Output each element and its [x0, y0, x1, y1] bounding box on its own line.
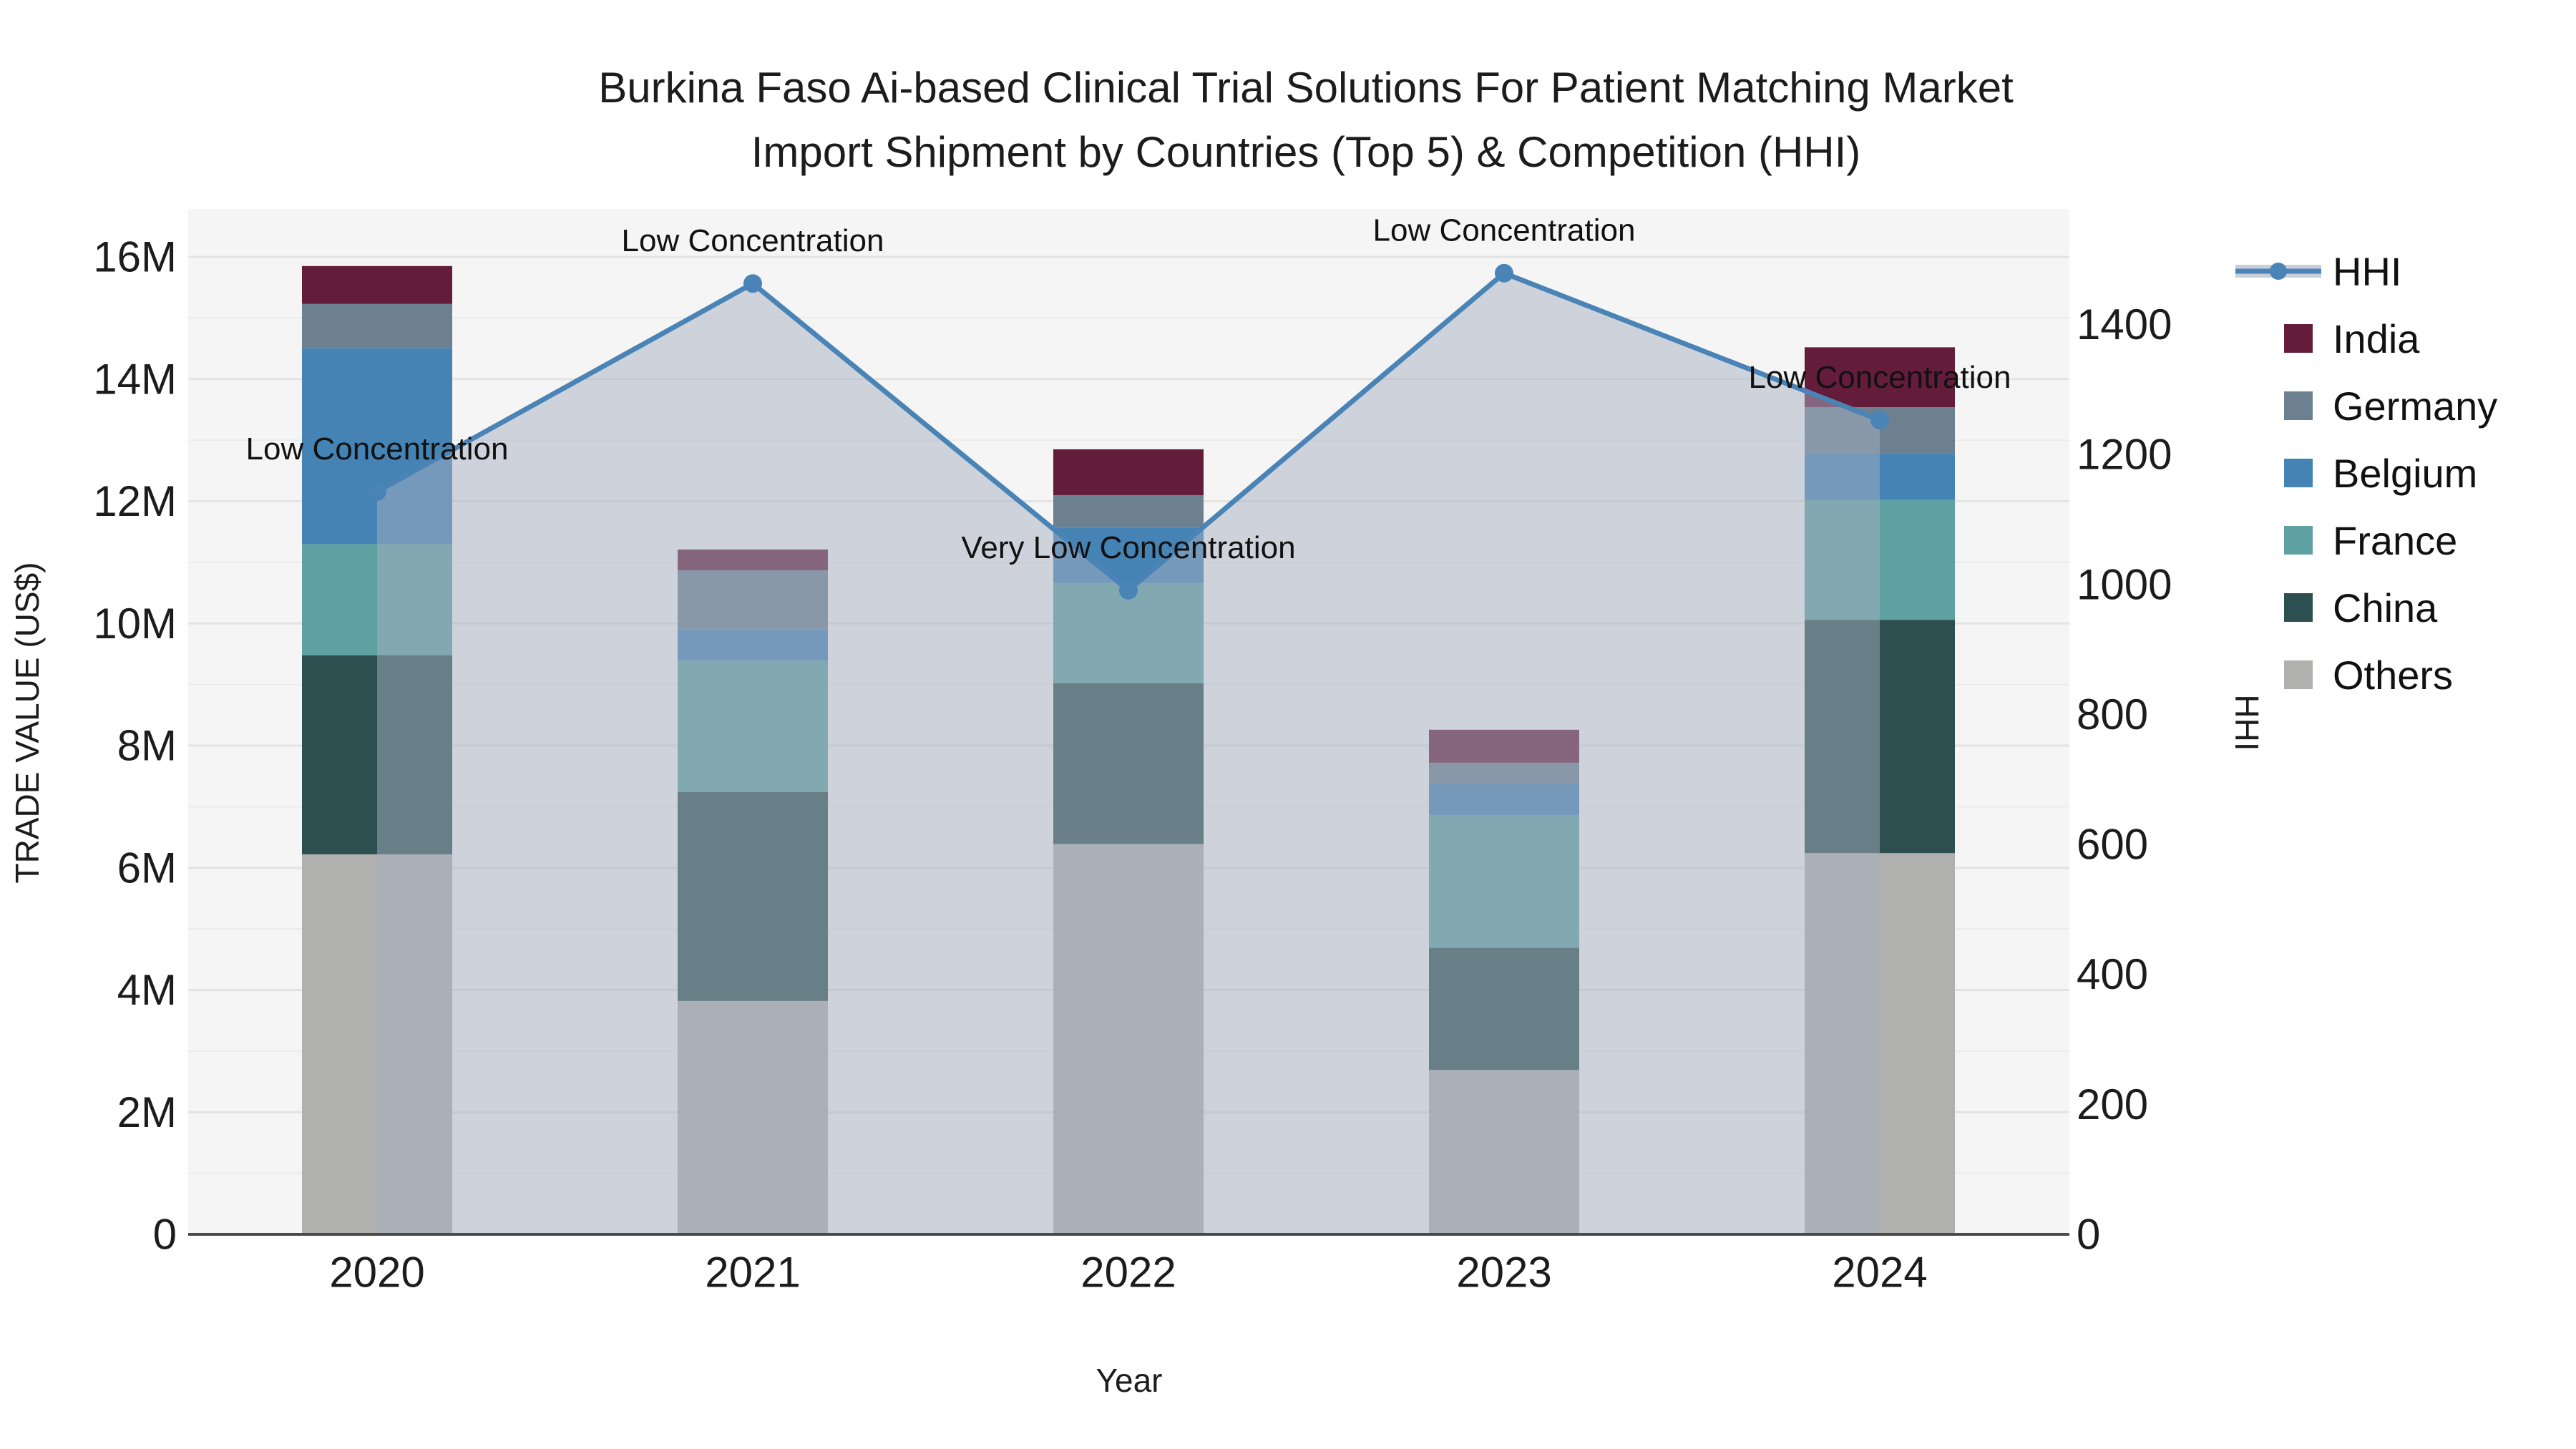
- legend-item-india[interactable]: India: [2284, 305, 2570, 372]
- legend-swatch-belgium-icon: [2284, 459, 2313, 487]
- annotation-2022: Very Low Concentration: [961, 530, 1295, 565]
- bar-segment-india-2022[interactable]: [1053, 449, 1204, 495]
- annotation-2020: Low Concentration: [246, 431, 509, 467]
- hhi-line-swatch-icon: [2235, 263, 2321, 280]
- y-left-tick-label: 14M: [93, 355, 177, 403]
- y-left-tick-label: 12M: [93, 477, 177, 525]
- hhi-marker-2020[interactable]: [368, 482, 386, 501]
- legend-swatch-india-icon: [2284, 324, 2313, 353]
- hhi-marker-2022[interactable]: [1119, 580, 1138, 600]
- legend-item-china[interactable]: China: [2284, 574, 2570, 641]
- y-right-tick-label: 1400: [2077, 301, 2172, 348]
- x-tick-label-2021: 2021: [705, 1249, 800, 1297]
- legend-label: HHI: [2333, 248, 2402, 294]
- y-right-tick-label: 1000: [2077, 560, 2172, 608]
- y-right-tick-label: 0: [2077, 1211, 2100, 1259]
- chart-title: Burkina Faso Ai-based Clinical Trial Sol…: [18, 56, 2576, 185]
- hhi-marker-2024[interactable]: [1870, 411, 1889, 429]
- legend-item-germany[interactable]: Germany: [2284, 372, 2570, 439]
- legend-item-hhi[interactable]: HHI: [2235, 238, 2570, 305]
- legend-item-france[interactable]: France: [2284, 507, 2570, 574]
- hhi-marker-2021[interactable]: [743, 274, 762, 293]
- legend-label: France: [2333, 517, 2458, 563]
- y-left-tick-label: 16M: [93, 233, 177, 281]
- y-left-tick-label: 0: [153, 1211, 177, 1259]
- legend-label: Belgium: [2333, 450, 2478, 496]
- legend-swatch-china-icon: [2284, 593, 2313, 622]
- x-tick-label-2024: 2024: [1832, 1249, 1927, 1297]
- legend-label: Others: [2333, 652, 2454, 698]
- y-right-tick-label: 800: [2077, 691, 2148, 738]
- hhi-area: [377, 273, 1880, 1235]
- legend: HHI India Germany Belgium France China Others: [2235, 238, 2570, 708]
- legend-item-others[interactable]: Others: [2284, 641, 2570, 708]
- chart-title-line2: Import Shipment by Countries (Top 5) & C…: [751, 128, 1861, 176]
- y-left-tick-label: 2M: [117, 1088, 177, 1136]
- y-left-tick-label: 6M: [117, 844, 177, 892]
- bar-segment-germany-2022[interactable]: [1053, 494, 1204, 528]
- chart-title-line1: Burkina Faso Ai-based Clinical Trial Sol…: [598, 64, 2014, 112]
- legend-label: India: [2333, 316, 2420, 361]
- y-left-tick-label: 8M: [117, 722, 177, 770]
- y-right-tick-label: 1200: [2077, 431, 2172, 479]
- x-tick-label-2023: 2023: [1456, 1249, 1551, 1297]
- legend-label: Germany: [2333, 383, 2498, 429]
- bar-segment-india-2024[interactable]: [1805, 347, 1955, 408]
- annotation-2023: Low Concentration: [1373, 213, 1636, 248]
- x-tick-label-2022: 2022: [1080, 1249, 1176, 1297]
- annotation-2021: Low Concentration: [622, 223, 884, 258]
- legend-swatch-others-icon: [2284, 660, 2313, 689]
- bar-segment-india-2020[interactable]: [302, 265, 452, 304]
- y-left-tick-label: 10M: [93, 600, 177, 648]
- legend-swatch-germany-icon: [2284, 391, 2313, 420]
- bar-segment-germany-2020[interactable]: [302, 303, 452, 348]
- legend-swatch-france-icon: [2284, 526, 2313, 555]
- annotation-2024: Low Concentration: [1749, 360, 2011, 395]
- hhi-marker-2023[interactable]: [1495, 263, 1513, 283]
- y-right-tick-label: 600: [2077, 821, 2148, 869]
- x-axis-title: Year: [1096, 1362, 1163, 1399]
- y-left-tick-label: 4M: [117, 966, 177, 1014]
- y-right-tick-label: 400: [2077, 950, 2148, 998]
- legend-label: China: [2333, 585, 2438, 630]
- y-right-tick-label: 200: [2077, 1080, 2148, 1128]
- legend-item-belgium[interactable]: Belgium: [2284, 439, 2570, 507]
- x-tick-label-2020: 2020: [329, 1249, 424, 1297]
